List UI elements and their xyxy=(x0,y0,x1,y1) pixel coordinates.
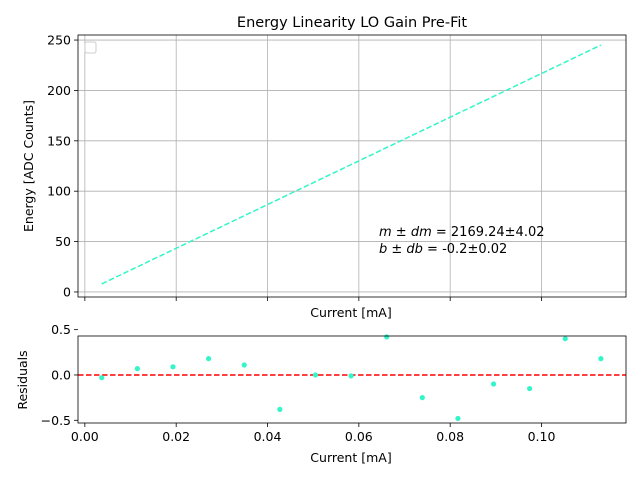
bottom-y-tick-label: 0.0 xyxy=(51,367,71,382)
bottom-x-tick-label: 0.10 xyxy=(528,429,556,444)
bottom-x-tick-label: 0.08 xyxy=(436,429,464,444)
intercept-annotation: b ± db = -0.2±0.02 xyxy=(379,242,507,257)
top-y-tick-label: 200 xyxy=(47,83,71,98)
top-y-tick-label: 150 xyxy=(47,133,71,148)
top-y-tick-label: 250 xyxy=(47,33,71,48)
intercept-annotation-value: = -0.2±0.02 xyxy=(423,242,507,257)
top-axes-frame xyxy=(77,34,627,298)
bottom-panel: −0.5 0.0 0.5 0.00 0.02 0.04 0.06 0.08 0.10 Curr… xyxy=(15,322,627,465)
residual-point xyxy=(134,366,140,372)
residual-point xyxy=(312,372,319,378)
bottom-y-axis-label: Residuals xyxy=(15,350,30,409)
top-y-axis-label: Energy [ADC Counts] xyxy=(21,100,36,232)
residual-point xyxy=(170,364,176,370)
bottom-x-tick-label: 0.04 xyxy=(254,429,282,444)
bottom-y-tick-label: −0.5 xyxy=(41,413,71,428)
bottom-x-ticks: 0.00 0.02 0.04 0.06 0.08 0.10 xyxy=(71,423,556,444)
fit-line-series xyxy=(101,44,602,285)
top-y-tick-label: 100 xyxy=(47,184,71,199)
residual-point xyxy=(99,375,105,381)
top-y-tick-label: 50 xyxy=(55,234,71,249)
top-panel: Energy Linearity LO Gain Pre-Fit 0 50 100 1… xyxy=(21,15,627,320)
slope-annotation: m ± dm = 2169.24±4.02 xyxy=(379,225,545,240)
slope-annotation-value: = 2169.24±4.02 xyxy=(432,225,545,240)
residual-points xyxy=(99,334,604,422)
residual-point xyxy=(384,334,390,340)
fit-line xyxy=(101,44,602,285)
bottom-x-axis-label: Current [mA] xyxy=(310,450,391,465)
top-y-tick-label: 0 xyxy=(63,284,71,299)
bottom-y-ticks: −0.5 0.0 0.5 xyxy=(41,322,78,428)
residual-point xyxy=(241,362,247,368)
residual-point xyxy=(419,395,425,401)
residual-point xyxy=(277,406,283,413)
residual-point xyxy=(527,385,533,392)
top-x-ticks xyxy=(84,297,542,301)
residual-point xyxy=(455,415,461,422)
chart-title: Energy Linearity LO Gain Pre-Fit xyxy=(237,15,467,31)
top-x-axis-label: Current [mA] xyxy=(310,305,391,320)
bottom-x-tick-label: 0.00 xyxy=(71,429,99,444)
top-y-ticks: 0 50 100 150 200 250 xyxy=(47,33,78,299)
bottom-x-tick-label: 0.02 xyxy=(162,429,190,444)
bottom-axes-frame xyxy=(77,335,627,424)
residual-point xyxy=(562,336,568,342)
empty-legend-box xyxy=(84,41,97,54)
top-grid xyxy=(78,35,626,297)
residual-point xyxy=(490,381,497,387)
bottom-x-tick-label: 0.06 xyxy=(345,429,373,444)
intercept-annotation-math: b ± db xyxy=(379,242,423,257)
residual-point xyxy=(206,356,212,362)
slope-annotation-math: m ± dm xyxy=(379,225,432,240)
residual-point xyxy=(348,373,354,379)
residual-point xyxy=(598,356,604,362)
bottom-y-tick-label: 0.5 xyxy=(51,322,71,337)
